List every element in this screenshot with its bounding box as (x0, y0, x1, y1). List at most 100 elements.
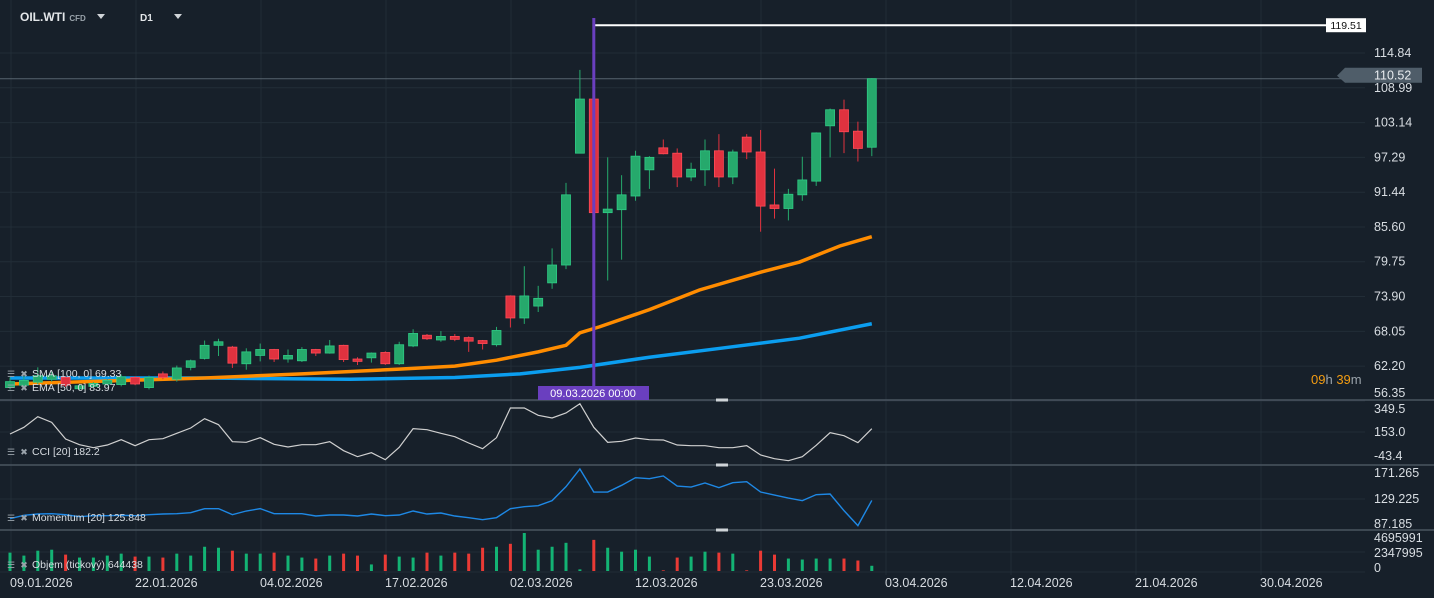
candle-bullish[interactable] (74, 383, 85, 390)
candle-body (255, 349, 266, 356)
candle-bullish[interactable] (116, 374, 127, 387)
candle-bullish[interactable] (296, 347, 307, 362)
panel-resize-handle[interactable] (716, 398, 728, 402)
candle-bearish[interactable] (422, 334, 432, 340)
panel-resize-handle[interactable] (716, 528, 728, 532)
candle-bullish[interactable] (324, 339, 335, 354)
candle-body (783, 193, 794, 209)
close-icon[interactable]: ✖ (20, 559, 28, 570)
candle-bearish[interactable] (463, 336, 474, 352)
close-icon[interactable]: ✖ (20, 512, 28, 523)
marker-date-label: 09.03.2026 00:00 (550, 388, 636, 400)
candle-bearish[interactable] (505, 295, 516, 328)
close-icon[interactable]: ✖ (20, 382, 28, 393)
symbol-selector[interactable]: OIL.WTI CFD (20, 10, 106, 24)
candle-bullish[interactable] (533, 285, 544, 313)
candle-bullish[interactable] (825, 108, 835, 158)
candle-bearish[interactable] (658, 139, 669, 155)
candle-bullish[interactable] (46, 372, 57, 382)
candle-bullish[interactable] (171, 365, 182, 382)
candle-bullish[interactable] (686, 162, 696, 182)
candle-bearish[interactable] (741, 134, 752, 160)
candle-bullish[interactable] (213, 338, 224, 357)
countdown-h: h (1325, 372, 1333, 387)
close-icon[interactable]: ✖ (20, 368, 28, 379)
candle-bullish[interactable] (866, 78, 877, 157)
candle-bearish[interactable] (130, 376, 141, 386)
candle-bullish[interactable] (394, 341, 405, 365)
candle-bullish[interactable] (88, 382, 99, 389)
candle-bearish[interactable] (672, 148, 683, 188)
legend-ema[interactable]: ☰ ✖ EMA [50, 0] 83.97 (6, 382, 116, 394)
candle-bearish[interactable] (60, 376, 71, 387)
menu-icon[interactable]: ☰ (6, 382, 16, 393)
candle-bearish[interactable] (755, 129, 766, 232)
candle-bullish[interactable] (783, 188, 794, 221)
candle-bullish[interactable] (561, 182, 571, 270)
candle-bearish[interactable] (449, 334, 460, 342)
menu-icon[interactable]: ☰ (6, 559, 16, 570)
candle-bearish[interactable] (839, 99, 849, 154)
candle-bullish[interactable] (32, 367, 43, 386)
cci-line (9, 402, 873, 462)
candle-bearish[interactable] (853, 121, 863, 162)
volume-bar (147, 556, 151, 571)
volume-bar (731, 553, 735, 571)
candle-bearish[interactable] (269, 348, 280, 362)
volume-bar (8, 552, 12, 571)
candle-bullish[interactable] (491, 326, 502, 347)
candle-bearish[interactable] (157, 371, 168, 380)
candle-body (727, 151, 738, 178)
candle-bullish[interactable] (5, 377, 15, 390)
candle-bearish[interactable] (380, 351, 391, 365)
legend-sma[interactable]: ☰ ✖ SMA [100, 0] 69.33 (6, 368, 121, 380)
candle-bullish[interactable] (797, 156, 808, 201)
candle-bearish[interactable] (477, 339, 488, 350)
candle-bullish[interactable] (700, 139, 710, 186)
volume-bar (203, 546, 207, 571)
legend-cci[interactable]: ☰ ✖ CCI [20] 182.2 (6, 446, 100, 458)
candle-bullish[interactable] (727, 149, 738, 185)
timeframe-selector[interactable]: D1 (140, 13, 182, 24)
candle-bullish[interactable] (102, 379, 113, 386)
candle-bearish[interactable] (338, 344, 349, 362)
candle-bullish[interactable] (185, 359, 196, 371)
candle-bullish[interactable] (408, 329, 419, 348)
menu-icon[interactable]: ☰ (6, 446, 16, 457)
candle-bullish[interactable] (435, 331, 446, 342)
candle-body (714, 150, 724, 178)
candle-bearish[interactable] (310, 348, 321, 357)
candle-bullish[interactable] (547, 248, 557, 289)
candle-body (672, 152, 683, 178)
candle-bearish[interactable] (352, 357, 363, 365)
candle-bullish[interactable] (199, 340, 210, 360)
candle-bullish[interactable] (811, 132, 822, 186)
candle-bullish[interactable] (644, 156, 655, 189)
candle-bullish[interactable] (144, 375, 154, 390)
candle-body (241, 351, 252, 365)
candle-bullish[interactable] (602, 157, 613, 281)
panel-resize-handle[interactable] (716, 463, 728, 467)
candle-bearish[interactable] (714, 134, 724, 188)
candle-bullish[interactable] (241, 348, 252, 370)
legend-momentum[interactable]: ☰ ✖ Momentum [20] 125.848 (6, 512, 146, 524)
candle-bullish[interactable] (616, 175, 627, 260)
candle-bullish[interactable] (366, 352, 377, 363)
candle-bullish[interactable] (575, 69, 585, 154)
candle-bearish[interactable] (769, 168, 780, 219)
volume-bar (786, 558, 790, 571)
candle-bullish[interactable] (255, 343, 266, 362)
candle-bullish[interactable] (630, 150, 641, 201)
candle-body (283, 355, 293, 360)
candle-body (394, 344, 405, 365)
candle-bullish[interactable] (18, 376, 29, 387)
candle-bullish[interactable] (519, 266, 530, 324)
candle-bearish[interactable] (227, 345, 238, 368)
legend-volume[interactable]: ☰ ✖ Objem (tickový) 644438 (6, 559, 143, 571)
menu-icon[interactable]: ☰ (6, 512, 16, 523)
menu-icon[interactable]: ☰ (6, 368, 16, 379)
candle-body (296, 349, 307, 362)
candle-bullish[interactable] (283, 349, 293, 363)
close-icon[interactable]: ✖ (20, 446, 28, 457)
